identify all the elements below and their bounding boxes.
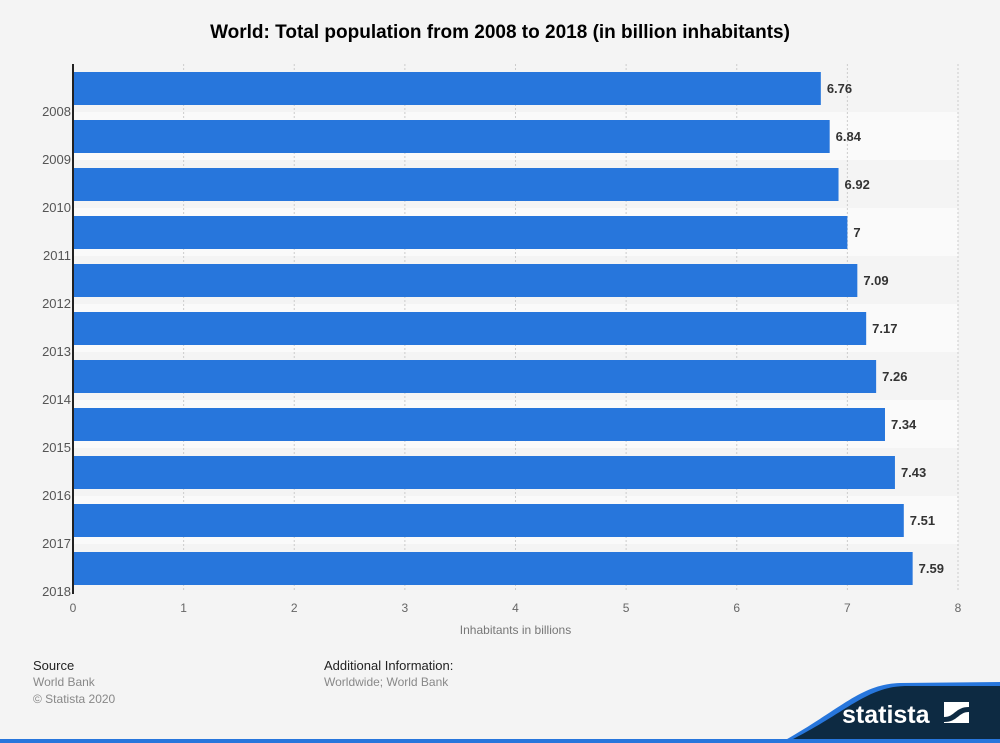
- bar-2009: [73, 120, 830, 153]
- data-label: 6.92: [845, 177, 870, 192]
- y-tick-label: 2013: [42, 344, 71, 359]
- bar-2010: [73, 168, 839, 201]
- bar-2013: [73, 312, 867, 345]
- statista-logo: statista: [842, 701, 931, 729]
- source-label: Source: [33, 658, 75, 673]
- info-label: Additional Information:: [324, 658, 454, 673]
- y-tick-label: 2011: [43, 248, 71, 263]
- y-tick-label: 2012: [42, 296, 71, 311]
- bar-2018: [73, 552, 913, 585]
- x-axis-title: Inhabitants in billions: [460, 623, 571, 637]
- y-tick-label: 2009: [42, 152, 71, 167]
- chart-title: World: Total population from 2008 to 201…: [210, 22, 790, 43]
- bar-chart: 0 1 2 3 4 5 6 7 8 6.76 2008 6.84 2009 6.92 2010 7 2011 7.…: [42, 64, 962, 637]
- bar-2015: [73, 408, 885, 441]
- additional-info-block: Additional Information: Worldwide; World…: [324, 658, 453, 689]
- data-label: 7.59: [919, 561, 944, 576]
- data-label: 7.43: [901, 465, 926, 480]
- bar-2017: [73, 504, 904, 537]
- x-tick-label: 3: [402, 601, 409, 615]
- data-label: 7.51: [910, 513, 935, 528]
- info-text: Worldwide; World Bank: [324, 675, 449, 689]
- x-tick-label: 1: [180, 601, 187, 615]
- x-tick-label: 4: [512, 601, 519, 615]
- bar-2016: [73, 456, 895, 489]
- bar-2012: [73, 264, 858, 297]
- y-tick-label: 2008: [42, 104, 71, 119]
- statista-logo-icon: [944, 702, 969, 723]
- source-text: World Bank: [33, 675, 95, 689]
- bar-2008: [73, 72, 821, 105]
- y-tick-label: 2017: [42, 536, 71, 551]
- bar-2014: [73, 360, 877, 393]
- y-tick-label: 2010: [42, 200, 71, 215]
- data-label: 6.84: [836, 129, 862, 144]
- source-block: Source World Bank © Statista 2020: [33, 658, 115, 706]
- bar-2011: [73, 216, 848, 249]
- x-tick-label: 8: [955, 601, 962, 615]
- data-label: 7: [853, 225, 860, 240]
- x-tick-label: 6: [733, 601, 740, 615]
- y-tick-label: 2014: [42, 392, 71, 407]
- x-tick-label: 5: [623, 601, 630, 615]
- data-label: 7.09: [863, 273, 888, 288]
- y-tick-label: 2015: [42, 440, 71, 455]
- y-tick-label: 2016: [42, 488, 71, 503]
- data-label: 7.34: [891, 417, 917, 432]
- x-tick-label: 0: [70, 601, 77, 615]
- x-tick-label: 7: [844, 601, 851, 615]
- y-tick-label: 2018: [42, 584, 71, 599]
- data-label: 7.17: [872, 321, 897, 336]
- data-label: 7.26: [882, 369, 907, 384]
- copyright: © Statista 2020: [33, 692, 116, 706]
- x-tick-label: 2: [291, 601, 298, 615]
- data-label: 6.76: [827, 81, 852, 96]
